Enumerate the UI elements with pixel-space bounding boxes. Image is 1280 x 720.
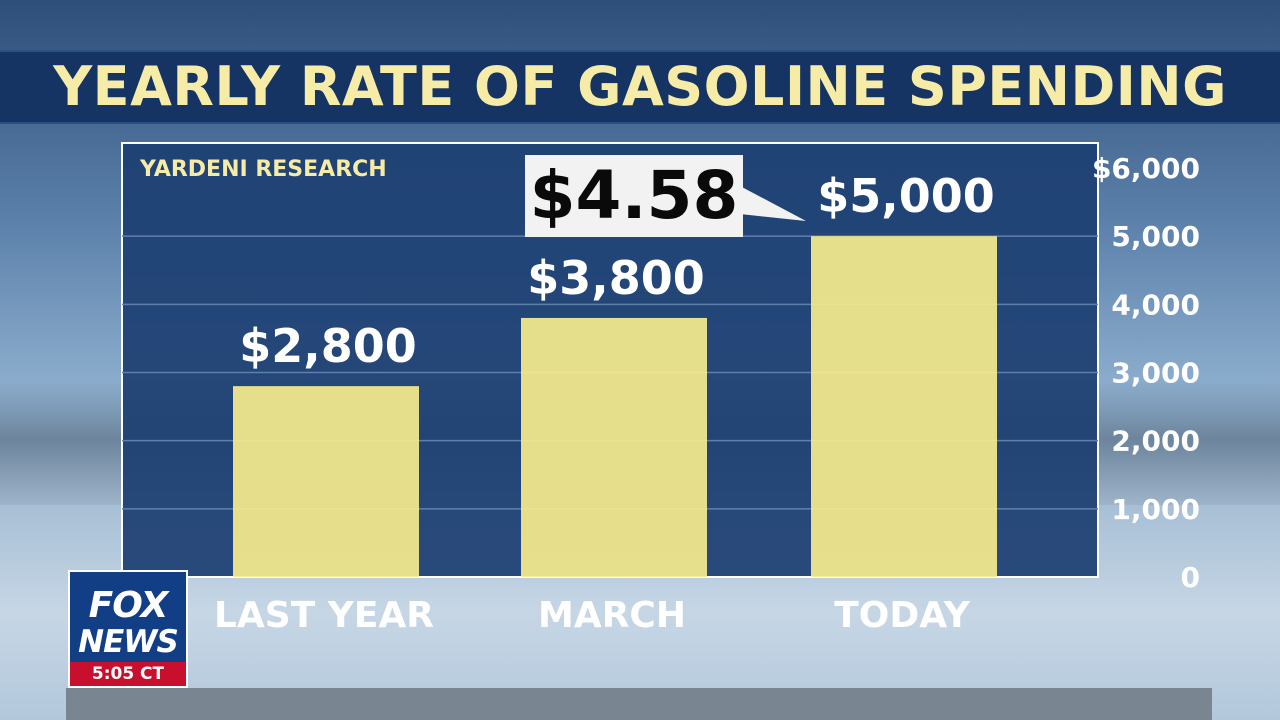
logo-fox-text: FOX bbox=[88, 585, 169, 626]
x-category-label: TODAY bbox=[834, 595, 970, 636]
time-display: 5:05 CT bbox=[70, 662, 186, 686]
bar-value-label: $2,800 bbox=[239, 319, 417, 373]
source-label: YARDENI RESEARCH bbox=[139, 157, 387, 182]
chart-title: YEARLY RATE OF GASOLINE SPENDING bbox=[53, 55, 1227, 118]
y-tick-label: 5,000 bbox=[1111, 220, 1200, 253]
y-tick-label: $6,000 bbox=[1092, 152, 1200, 185]
bar bbox=[521, 317, 707, 577]
lower-third-bar bbox=[66, 688, 1212, 720]
y-tick-label: 3,000 bbox=[1111, 357, 1200, 390]
title-band bbox=[0, 50, 1280, 124]
bar bbox=[233, 386, 419, 577]
y-tick-label: 4,000 bbox=[1111, 288, 1200, 321]
fox-news-logo: FOX NEWS 5:05 CT bbox=[68, 570, 188, 688]
y-tick-label: 1,000 bbox=[1111, 493, 1200, 526]
bar-value-label: $3,800 bbox=[527, 251, 705, 305]
y-tick-label: 0 bbox=[1181, 561, 1200, 594]
callout-pointer bbox=[740, 186, 806, 221]
price-callout: $4.58 bbox=[525, 155, 743, 237]
x-category-label: MARCH bbox=[538, 595, 686, 636]
logo-news-text: NEWS bbox=[78, 624, 179, 660]
bar bbox=[811, 236, 997, 577]
x-category-label: LAST YEAR bbox=[214, 595, 434, 636]
bar-value-label: $5,000 bbox=[817, 169, 995, 223]
y-tick-label: 2,000 bbox=[1111, 425, 1200, 458]
